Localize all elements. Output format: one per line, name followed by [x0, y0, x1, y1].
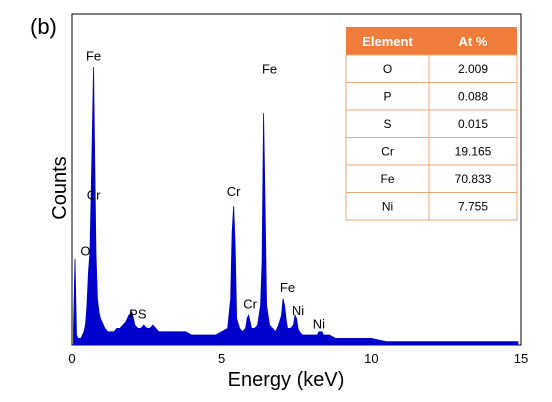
table-at-percent-5: 7.755: [458, 200, 488, 214]
peak-label-1: Cr: [87, 187, 101, 202]
x-tick-label-2: 10: [364, 351, 378, 366]
x-tick-label-3: 15: [514, 351, 528, 366]
peak-label-9: Ni: [313, 316, 325, 331]
peak-labels: Fe Cr O PS Cr Fe Cr Fe Ni Ni: [80, 48, 325, 331]
composition-table: Element At % O 2.009 P 0.088 S 0.015 Cr 19.165 Fe 7…: [345, 27, 518, 221]
table-element-label-3: Cr: [381, 145, 394, 159]
table-at-percent-0: 2.009: [458, 62, 488, 76]
table-cell-value-2: [428, 109, 518, 138]
table-element-label-5: Ni: [382, 200, 393, 214]
table-at-percent-2: 0.015: [458, 117, 488, 131]
x-tick-label-1: 5: [218, 351, 225, 366]
peak-label-8: Ni: [292, 303, 304, 318]
table-cell-element-3: [345, 137, 430, 166]
panel-label: (b): [30, 14, 57, 39]
x-axis-title: Energy (keV): [228, 369, 345, 391]
peak-label-0: Fe: [86, 48, 101, 63]
table-cell-value-5: [428, 192, 518, 221]
peak-label-6: Cr: [243, 297, 257, 312]
table-header-row: [346, 27, 517, 55]
table-at-percent-1: 0.088: [458, 90, 488, 104]
table-element-label-4: Fe: [380, 172, 394, 186]
peak-label-5: Fe: [262, 62, 277, 77]
peak-label-7: Fe: [280, 280, 295, 295]
spectrum-series: [73, 66, 519, 346]
table-cell-value-3: [428, 137, 518, 166]
table-element-label-0: O: [383, 62, 392, 76]
peak-label-3: PS: [129, 307, 147, 322]
peak-label-2: O: [80, 244, 90, 259]
table-element-label-2: S: [383, 117, 391, 131]
peak-label-4: Cr: [227, 184, 241, 199]
table-header-1: At %: [459, 34, 488, 49]
table-cell-value-4: [428, 164, 518, 193]
table-at-percent-4: 70.833: [455, 172, 492, 186]
table-element-label-1: P: [383, 90, 391, 104]
table-at-percent-3: 19.165: [455, 145, 492, 159]
x-axis-ticks: 0 5 10 15: [68, 341, 528, 366]
spectrum-area-0: [73, 66, 519, 346]
y-axis-title: Counts: [49, 156, 71, 219]
x-tick-label-0: 0: [68, 351, 75, 366]
table-header-0: Element: [362, 34, 413, 49]
